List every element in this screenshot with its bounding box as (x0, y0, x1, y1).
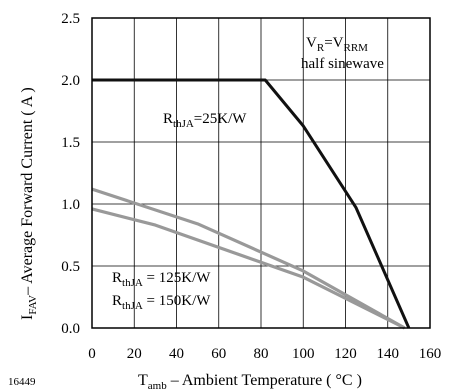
series-label-125: RthJA = 125K/W (112, 270, 211, 289)
x-tick-label: 60 (211, 346, 226, 362)
plot-frame (91, 17, 431, 329)
y-tick-label: 0.0 (61, 321, 80, 337)
x-tick-label: 120 (334, 346, 357, 362)
y-tick-label: 1.5 (61, 135, 80, 151)
y-tick-label: 0.5 (61, 259, 80, 275)
x-tick-label: 0 (88, 346, 96, 362)
series-line-2 (91, 207, 406, 330)
y-tick-label: 2.5 (61, 11, 80, 27)
waveform-label: half sinewave (301, 56, 384, 72)
series-lines (91, 78, 411, 330)
x-tick-label: 80 (254, 346, 269, 362)
y-tick-label: 2.0 (61, 73, 80, 89)
y-axis-title: IFAV– Average Forward Current ( A ) (19, 87, 39, 320)
series-line-0 (92, 78, 411, 329)
x-tick-label: 160 (419, 346, 442, 362)
figure-number: 16449 (8, 376, 36, 388)
x-tick-label: 40 (169, 346, 184, 362)
x-axis-title: Tamb – Ambient Temperature ( °C ) (138, 372, 362, 392)
x-tick-label: 140 (377, 346, 400, 362)
x-tick-label: 20 (127, 346, 142, 362)
series-label-25: RthJA=25K/W (163, 111, 247, 130)
series-label-150: RthJA = 150K/W (112, 293, 211, 312)
series-line-1 (91, 187, 406, 330)
y-tick-label: 1.0 (61, 197, 80, 213)
tick-labels: 0 20 40 60 80 100 120 140 160 0.0 0.5 1.0 1.5 2.0 2.5 (61, 11, 441, 362)
x-tick-label: 100 (292, 346, 315, 362)
condition-label: VR=VRRM (306, 35, 368, 54)
